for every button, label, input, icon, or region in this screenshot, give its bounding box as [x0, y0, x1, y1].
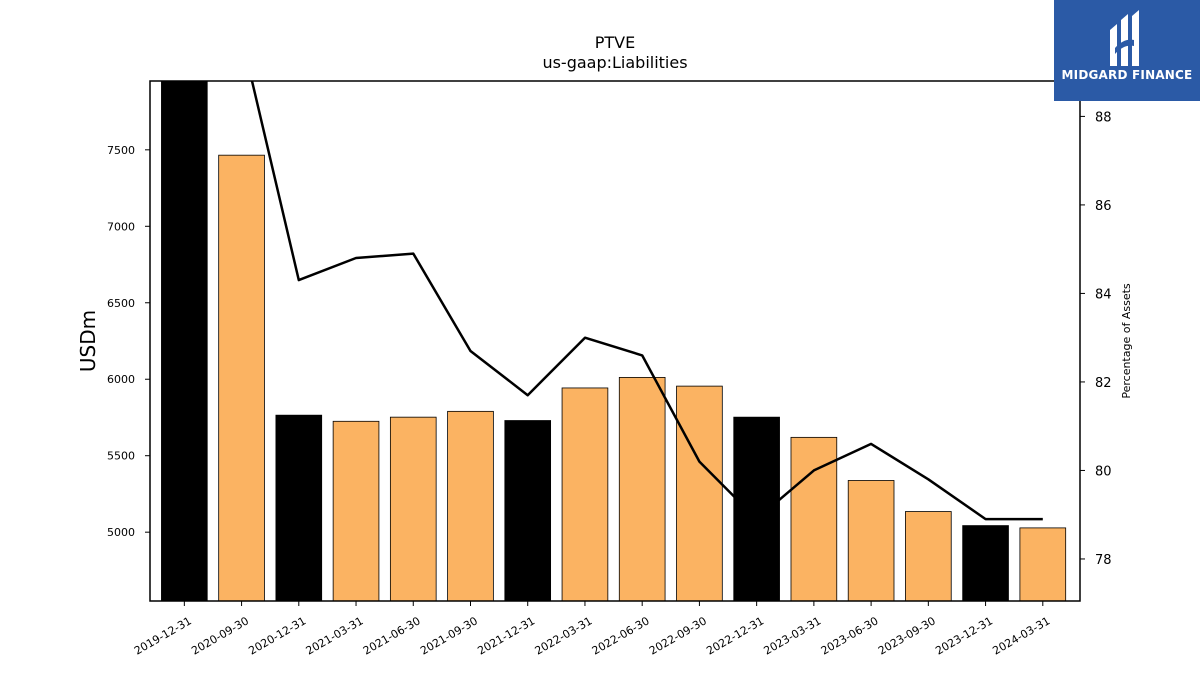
brand-logo: MIDGARD FINANCE: [1054, 0, 1200, 101]
bar-2022-03-31: [561, 387, 609, 601]
x-tick-label: 2022-12-31: [704, 614, 766, 657]
bar-2021-03-31: [332, 420, 380, 601]
x-tick-label: 2021-06-30: [361, 614, 423, 657]
x-tick-label: 2023-03-31: [762, 614, 824, 657]
bar-2022-06-30: [618, 376, 666, 601]
bar-2023-09-30: [905, 511, 952, 601]
x-tick-label: 2021-09-30: [418, 614, 480, 657]
plot-frame: [149, 80, 1081, 602]
x-tick-label: 2024-03-31: [990, 614, 1052, 657]
right-axis-label: Percentage of Assets: [1120, 283, 1133, 399]
right-tick-label: 82: [1095, 376, 1112, 391]
left-axis-ticks: 5000 5500 6000 6500 7000 7500: [107, 144, 150, 539]
bar-2022-09-30: [676, 385, 723, 601]
x-tick-label: 2021-12-31: [475, 614, 537, 657]
bar-2021-06-30: [389, 416, 437, 601]
x-tick-label: 2019-12-31: [132, 614, 194, 657]
left-tick-label: 6500: [107, 297, 135, 310]
x-tick-label: 2020-12-31: [246, 614, 308, 657]
bar-2020-12-31: [275, 414, 323, 601]
x-tick-label: 2023-12-31: [933, 614, 995, 657]
bar-2021-09-30: [447, 410, 494, 601]
x-tick-label: 2020-09-30: [189, 614, 251, 657]
logo-mark-icon: [1110, 10, 1139, 66]
bar-2024-03-31: [1019, 527, 1067, 601]
x-tick-label: 2022-06-30: [590, 614, 652, 657]
right-tick-label: 84: [1095, 287, 1112, 302]
x-tick-label: 2022-09-30: [647, 614, 709, 657]
left-tick-label: 5500: [107, 450, 135, 463]
x-tick-label: 2021-03-31: [304, 614, 366, 657]
right-tick-label: 88: [1095, 110, 1112, 125]
chart-title: PTVE: [595, 33, 635, 52]
left-tick-label: 7000: [107, 220, 135, 233]
line-series: [250, 81, 1043, 521]
bar-2022-12-31: [733, 416, 780, 601]
x-axis-ticks: 2019-12-312020-09-302020-12-312021-03-31…: [132, 601, 1052, 658]
left-tick-label: 7500: [107, 144, 135, 157]
left-axis-label: USDm: [76, 310, 100, 372]
right-tick-label: 80: [1095, 464, 1112, 479]
bar-2023-12-31: [962, 525, 1009, 601]
bar-series: [161, 81, 1067, 601]
percentage-line: [250, 81, 1043, 521]
right-axis-ticks: 78 80 82 84 86 88: [1080, 110, 1112, 568]
x-tick-label: 2023-09-30: [876, 614, 938, 657]
bar-2021-12-31: [504, 420, 552, 601]
logo-text: MIDGARD FINANCE: [1061, 68, 1193, 82]
left-tick-label: 5000: [107, 526, 135, 539]
right-tick-label: 78: [1095, 553, 1112, 568]
x-tick-label: 2022-03-31: [533, 614, 595, 657]
left-tick-label: 6000: [107, 373, 135, 386]
right-tick-label: 86: [1095, 199, 1112, 214]
x-tick-label: 2023-06-30: [819, 614, 881, 657]
chart-subtitle: us-gaap:Liabilities: [542, 53, 687, 72]
bar-2023-06-30: [847, 480, 895, 601]
bar-2019-12-31: [161, 81, 208, 601]
bar-2020-09-30: [218, 154, 265, 601]
